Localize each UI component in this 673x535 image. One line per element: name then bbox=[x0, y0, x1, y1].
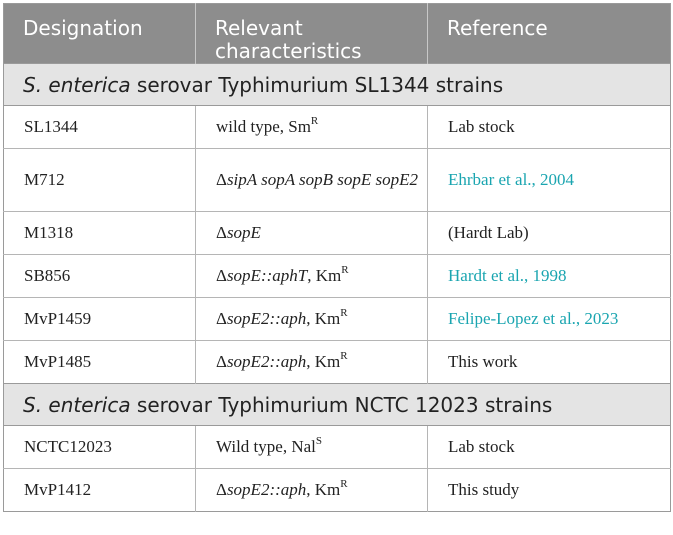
table-row: M712 ΔsipA sopA sopB sopE sopE2 Ehrbar et … bbox=[3, 148, 671, 212]
table-header: Designation Relevant characteristics Ref… bbox=[3, 3, 671, 64]
cell-designation: MvP1459 bbox=[3, 297, 196, 341]
cell-characteristics: ΔsopE2::aph, KmR bbox=[195, 297, 428, 341]
cell-designation: M1318 bbox=[3, 211, 196, 255]
characteristic-delta: Δ bbox=[216, 223, 227, 242]
characteristic-delta: Δ bbox=[216, 480, 227, 499]
header-relevant-line1: Relevant bbox=[215, 16, 303, 40]
characteristic-delta: Δ bbox=[216, 266, 227, 285]
characteristic-pre: Wild type, Nal bbox=[216, 437, 316, 456]
cell-reference: Lab stock bbox=[427, 105, 671, 149]
characteristic-it: sopE2::aph bbox=[226, 309, 307, 328]
section-header-row: S. enterica serovar Typhimurium NCTC 120… bbox=[3, 383, 671, 426]
characteristic-delta: Δ bbox=[216, 170, 227, 189]
characteristic-post: , Km bbox=[306, 309, 341, 328]
characteristic-sup: R bbox=[341, 264, 349, 277]
characteristic-it: sipA sopA sopB sopE sopE2 bbox=[226, 170, 419, 189]
characteristic-delta: Δ bbox=[216, 352, 227, 371]
table-row: MvP1459 ΔsopE2::aph, KmR Felipe-Lopez et a… bbox=[3, 297, 671, 341]
characteristic-post: , Km bbox=[306, 352, 341, 371]
cell-designation: MvP1412 bbox=[3, 468, 196, 512]
header-relevant-line2: characteristics bbox=[215, 39, 362, 63]
cell-reference: Lab stock bbox=[427, 425, 671, 469]
header-row: Designation Relevant characteristics Ref… bbox=[3, 3, 671, 64]
cell-characteristics: ΔsopE::aphT, KmR bbox=[195, 254, 428, 298]
characteristic-post: , Km bbox=[307, 266, 342, 285]
characteristic-it: sopE bbox=[226, 223, 261, 242]
header-relevant-characteristics: Relevant characteristics bbox=[195, 3, 428, 64]
cell-designation: MvP1485 bbox=[3, 340, 196, 384]
table-body: S. enterica serovar Typhimurium SL1344 s… bbox=[3, 63, 671, 512]
cell-designation: SL1344 bbox=[3, 105, 196, 149]
characteristic-it: sopE2::aph bbox=[226, 480, 307, 499]
cell-reference: (Hardt Lab) bbox=[427, 211, 671, 255]
reference-link[interactable]: Hardt et al., 1998 bbox=[427, 254, 671, 298]
characteristic-sup: R bbox=[310, 115, 319, 128]
table-row: SB856 ΔsopE::aphT, KmR Hardt et al., 1998 bbox=[3, 254, 671, 298]
header-designation: Designation bbox=[3, 3, 196, 64]
section-title-rest: serovar Typhimurium SL1344 strains bbox=[130, 72, 504, 97]
cell-characteristics: ΔsopE2::aph, KmR bbox=[195, 340, 428, 384]
table-row: MvP1485 ΔsopE2::aph, KmR This work bbox=[3, 340, 671, 384]
characteristic-delta: Δ bbox=[216, 309, 227, 328]
characteristic-post: , Km bbox=[306, 480, 341, 499]
cell-designation: SB856 bbox=[3, 254, 196, 298]
section-title: S. enterica serovar Typhimurium NCTC 120… bbox=[3, 383, 671, 426]
cell-reference: This study bbox=[427, 468, 671, 512]
characteristic-it: sopE2::aph bbox=[226, 352, 307, 371]
characteristic-sup: R bbox=[340, 307, 348, 320]
characteristic-sup: S bbox=[315, 435, 322, 448]
section-title-species: S. enterica bbox=[23, 72, 131, 97]
header-reference: Reference bbox=[427, 3, 671, 64]
strains-table: Designation Relevant characteristics Ref… bbox=[3, 3, 671, 512]
cell-characteristics: ΔsopE2::aph, KmR bbox=[195, 468, 428, 512]
characteristic-pre: wild type, Sm bbox=[216, 117, 311, 136]
reference-link[interactable]: Felipe-Lopez et al., 2023 bbox=[427, 297, 671, 341]
section-title-rest: serovar Typhimurium NCTC 12023 strains bbox=[130, 392, 553, 417]
cell-characteristics: ΔsopE bbox=[195, 211, 428, 255]
section-title-species: S. enterica bbox=[23, 392, 131, 417]
table-row: MvP1412 ΔsopE2::aph, KmR This study bbox=[3, 468, 671, 512]
cell-characteristics: wild type, SmR bbox=[195, 105, 428, 149]
characteristic-sup: R bbox=[340, 478, 348, 491]
characteristic-it: sopE::aphT bbox=[226, 266, 308, 285]
table-row: SL1344 wild type, SmR Lab stock bbox=[3, 105, 671, 149]
cell-designation: M712 bbox=[3, 148, 196, 212]
section-header-row: S. enterica serovar Typhimurium SL1344 s… bbox=[3, 63, 671, 106]
cell-designation: NCTC12023 bbox=[3, 425, 196, 469]
section-title: S. enterica serovar Typhimurium SL1344 s… bbox=[3, 63, 671, 106]
reference-link[interactable]: Ehrbar et al., 2004 bbox=[427, 148, 671, 212]
table-row: M1318 ΔsopE (Hardt Lab) bbox=[3, 211, 671, 255]
characteristic-sup: R bbox=[340, 350, 348, 363]
cell-characteristics: Wild type, NalS bbox=[195, 425, 428, 469]
table-row: NCTC12023 Wild type, NalS Lab stock bbox=[3, 425, 671, 469]
cell-characteristics: ΔsipA sopA sopB sopE sopE2 bbox=[195, 148, 428, 212]
cell-reference: This work bbox=[427, 340, 671, 384]
